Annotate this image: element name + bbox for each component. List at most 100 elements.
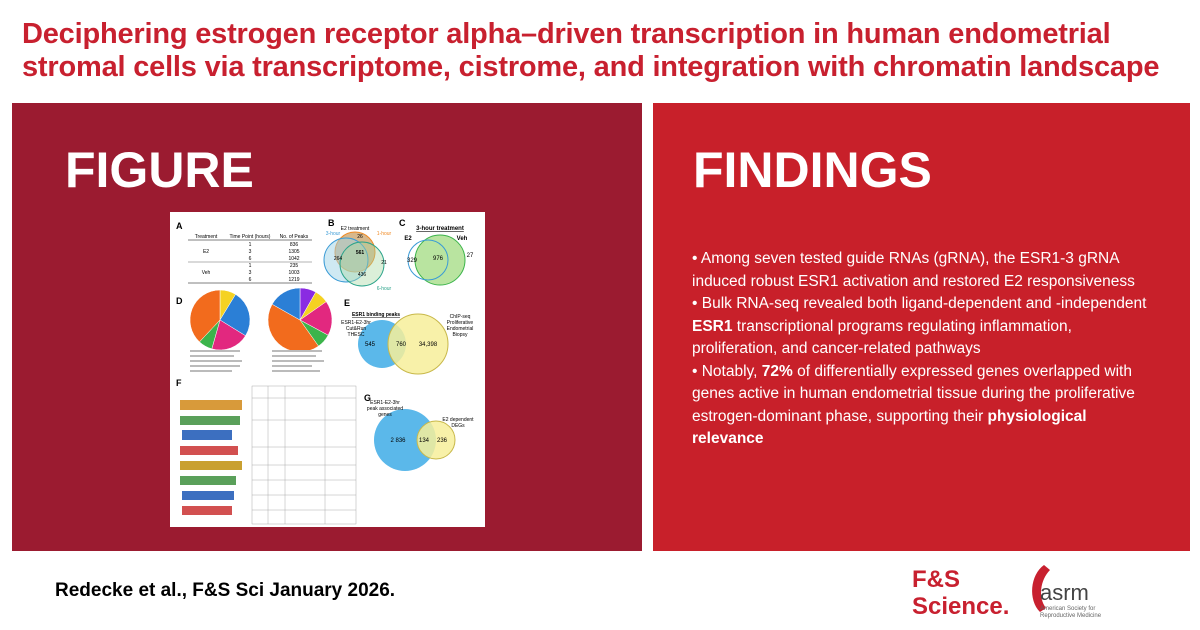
- table-cell: 836: [290, 242, 299, 248]
- shape: 1 836 E2 3 1305 6 1042 1 235 Veh 3 1003 6 1219: [202, 242, 300, 283]
- table-cell: 1: [249, 242, 252, 248]
- bullet-text: • Among seven tested guide RNAs (gRNA), …: [692, 250, 1135, 290]
- label: Veh: [457, 236, 468, 242]
- label: G: [364, 393, 371, 403]
- table-cell: 6: [249, 277, 252, 283]
- pie-slice: [219, 294, 251, 337]
- label: genes: [378, 412, 392, 418]
- label: Biopsy: [452, 332, 468, 338]
- label: 760: [396, 342, 407, 348]
- label: Reproductive Medicine: [1040, 613, 1102, 619]
- table-cell: 1: [249, 263, 252, 269]
- label: 976: [433, 256, 444, 262]
- shape: [387, 313, 449, 375]
- table-cell: 1219: [288, 277, 299, 283]
- shape: [180, 416, 240, 425]
- label: Treatment: [195, 234, 218, 240]
- pie-slice: [267, 303, 319, 353]
- label: 264: [334, 256, 343, 262]
- label: No. of Peaks: [280, 234, 309, 240]
- label: 34,398: [419, 342, 438, 348]
- table-cell: E2: [203, 249, 209, 255]
- pie-slice: [271, 287, 301, 321]
- table-cell: 1305: [288, 249, 299, 255]
- label: American Society for: [1040, 606, 1095, 612]
- label: ChIP-seq: [450, 314, 471, 320]
- label: 21: [381, 260, 387, 266]
- label: 3-hour treatment: [416, 226, 464, 232]
- pie-legends: [190, 350, 324, 372]
- label: Cut&Run: [346, 326, 367, 332]
- venn-b: E2 treatment 3-hour 1-hour 6-hour 26 561 264…: [323, 226, 392, 292]
- label: Proliferative: [447, 320, 474, 326]
- shape: [272, 370, 320, 372]
- table-cell: 3: [249, 270, 252, 276]
- table-cell: 235: [290, 263, 299, 269]
- logos: [180, 400, 242, 515]
- label: Time Point (hours): [230, 234, 271, 240]
- bullet-text: transcriptional programs regulating infl…: [692, 317, 1072, 358]
- label: ESR1-E2-3hr: [341, 320, 371, 326]
- pie-slice: [211, 319, 246, 351]
- label: ESR1 binding peaks: [352, 312, 400, 318]
- label: E2: [404, 236, 412, 242]
- shape: [374, 409, 436, 471]
- shape: [272, 350, 322, 352]
- label: 1-hour: [377, 231, 392, 237]
- shape: [182, 430, 232, 440]
- shape: [190, 365, 240, 367]
- bullet-text: 72%: [761, 362, 793, 380]
- bullet-text: ESR1: [692, 317, 733, 335]
- label: asrm: [1040, 580, 1089, 605]
- label: DEGs: [451, 423, 465, 429]
- shape: [182, 506, 232, 515]
- shape: [251, 385, 357, 525]
- label: 6-hour: [377, 286, 392, 292]
- title-line: stromal cells via transcriptome, cistrom…: [22, 51, 1160, 83]
- heading: FIGURE: [65, 142, 254, 198]
- tf-table: [251, 385, 357, 525]
- shape: [190, 360, 242, 362]
- shape: [190, 355, 234, 357]
- shape: [272, 365, 312, 367]
- bullets: • Among seven tested guide RNAs (gRNA), …: [692, 248, 1152, 451]
- label: 545: [365, 342, 376, 348]
- label: 2 836: [390, 438, 406, 444]
- shape: [180, 446, 238, 455]
- label: D: [176, 296, 183, 306]
- shape: [339, 241, 385, 287]
- label: 236: [437, 438, 448, 444]
- findings-panel: FINDINGS • Among seven tested guide RNAs …: [653, 103, 1190, 551]
- shape: [180, 400, 242, 410]
- shape: [182, 491, 234, 500]
- label: B: [328, 218, 335, 228]
- title-line: Deciphering estrogen receptor alpha–driv…: [22, 18, 1111, 50]
- label: F: [176, 378, 182, 388]
- shape: [190, 350, 240, 352]
- pies: [189, 287, 333, 353]
- label: 329: [407, 258, 418, 264]
- label: peak associated: [367, 406, 403, 412]
- pie-slice: [189, 289, 221, 343]
- venn-e: ESR1 binding peaks ESR1-E2-3hrCut&RunTHE…: [341, 312, 474, 375]
- shape: [190, 370, 232, 372]
- label: E2 treatment: [341, 226, 370, 232]
- label: C: [399, 218, 406, 228]
- label: 134: [419, 438, 430, 444]
- label: Science.: [912, 593, 1009, 620]
- label: E2 dependent: [442, 417, 474, 423]
- shape: [407, 239, 449, 281]
- label: 26: [357, 234, 363, 240]
- shape: [416, 420, 456, 460]
- shape: [272, 360, 324, 362]
- bullet: • Among seven tested guide RNAs (gRNA), …: [692, 248, 1152, 293]
- shape: [323, 237, 369, 283]
- table-cell: 6: [249, 256, 252, 262]
- citation: Redecke et al., F&S Sci January 2026.: [55, 580, 396, 601]
- table-cell: 1003: [288, 270, 299, 276]
